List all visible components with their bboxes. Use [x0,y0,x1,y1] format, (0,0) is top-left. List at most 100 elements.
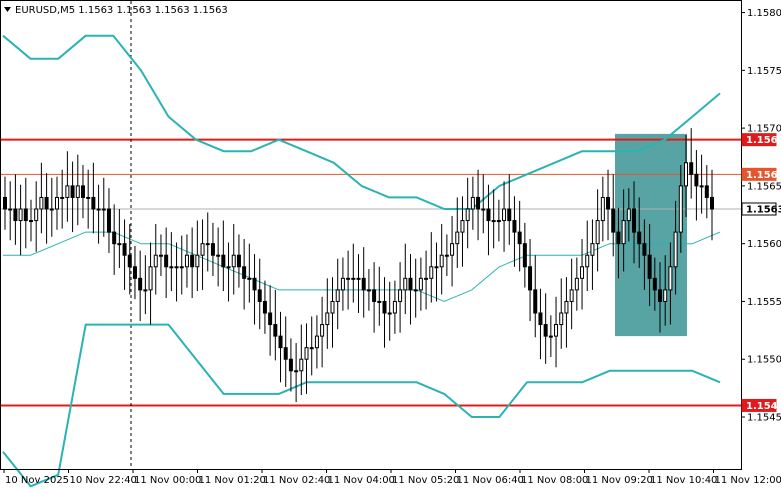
candle-body[interactable] [128,255,131,267]
candle-body[interactable] [76,186,79,198]
candle-body[interactable] [456,232,459,244]
candle-body[interactable] [497,221,500,222]
candle-body[interactable] [170,267,173,268]
candle-body[interactable] [575,278,578,290]
candle-body[interactable] [425,278,428,279]
candle-body[interactable] [305,348,308,360]
candle-body[interactable] [451,244,454,256]
candle-body[interactable] [409,278,412,290]
candle-body[interactable] [549,336,552,337]
candle-body[interactable] [607,197,610,209]
candle-body[interactable] [612,209,615,232]
candle-body[interactable] [591,244,594,256]
candle-body[interactable] [513,221,516,233]
candle-body[interactable] [154,255,157,267]
candle-body[interactable] [560,313,563,325]
candle-body[interactable] [248,278,251,279]
candle-body[interactable] [341,278,344,290]
candle-body[interactable] [695,174,698,186]
candle-body[interactable] [404,278,407,290]
candle-body[interactable] [66,186,69,198]
candle-body[interactable] [487,209,490,221]
candle-body[interactable] [508,209,511,221]
candle-body[interactable] [269,313,272,325]
candle-body[interactable] [705,186,708,198]
candle-body[interactable] [4,197,7,209]
candle-body[interactable] [315,336,318,348]
candle-body[interactable] [243,267,246,279]
candle-body[interactable] [352,278,355,279]
candle-body[interactable] [461,221,464,233]
candle-body[interactable] [477,197,480,209]
candle-body[interactable] [638,232,641,244]
candle-body[interactable] [102,209,105,210]
candle-body[interactable] [45,197,48,209]
candle-body[interactable] [685,163,688,186]
candle-body[interactable] [222,255,225,267]
candle-body[interactable] [237,255,240,267]
candle-body[interactable] [627,209,630,221]
candle-body[interactable] [435,267,438,268]
candle-body[interactable] [71,186,74,198]
candle-body[interactable] [482,209,485,210]
candle-body[interactable] [362,278,365,290]
candle-body[interactable] [227,267,230,268]
candle-body[interactable] [643,244,646,256]
candle-body[interactable] [133,267,136,279]
candle-body[interactable] [503,209,506,221]
candle-body[interactable] [430,267,433,279]
candle-body[interactable] [55,197,58,209]
candle-body[interactable] [321,325,324,337]
candle-body[interactable] [679,186,682,232]
candle-body[interactable] [653,278,656,290]
candle-body[interactable] [9,209,12,210]
candle-body[interactable] [61,197,64,198]
candle-body[interactable] [185,255,188,267]
candle-body[interactable] [622,221,625,244]
candle-body[interactable] [118,244,121,245]
candle-body[interactable] [253,278,256,290]
candle-body[interactable] [40,197,43,209]
candle-body[interactable] [373,290,376,302]
candle-body[interactable] [232,255,235,267]
candle-body[interactable] [29,221,32,222]
candle-body[interactable] [617,232,620,244]
candle-body[interactable] [378,301,381,302]
candle-body[interactable] [206,244,209,245]
candle-body[interactable] [711,197,714,209]
candle-body[interactable] [471,197,474,209]
candle-body[interactable] [295,371,298,372]
candle-body[interactable] [383,301,386,313]
candle-body[interactable] [14,209,17,221]
candle-body[interactable] [570,290,573,302]
candle-body[interactable] [196,255,199,267]
candle-body[interactable] [534,290,537,313]
candle-body[interactable] [97,209,100,210]
candle-body[interactable] [357,278,360,279]
candle-body[interactable] [466,209,469,221]
candle-body[interactable] [492,221,495,222]
candle-body[interactable] [149,267,152,290]
candle-body[interactable] [217,255,220,256]
candle-body[interactable] [586,255,589,267]
candle-body[interactable] [326,313,329,325]
candle-body[interactable] [107,209,110,232]
candle-body[interactable] [529,267,532,290]
candle-body[interactable] [300,359,303,371]
candle-body[interactable] [674,232,677,267]
candle-body[interactable] [347,278,350,279]
candle-body[interactable] [659,290,662,302]
candle-body[interactable] [414,290,417,291]
candle-body[interactable] [596,221,599,244]
candle-body[interactable] [123,244,126,256]
candle-body[interactable] [92,197,95,209]
candle-body[interactable] [87,197,90,198]
candle-body[interactable] [175,267,178,268]
candle-body[interactable] [601,197,604,220]
candle-body[interactable] [258,290,261,302]
candle-body[interactable] [331,301,334,313]
candle-body[interactable] [165,255,168,267]
candle-body[interactable] [690,163,693,175]
candle-body[interactable] [399,290,402,302]
candle-body[interactable] [263,301,266,313]
